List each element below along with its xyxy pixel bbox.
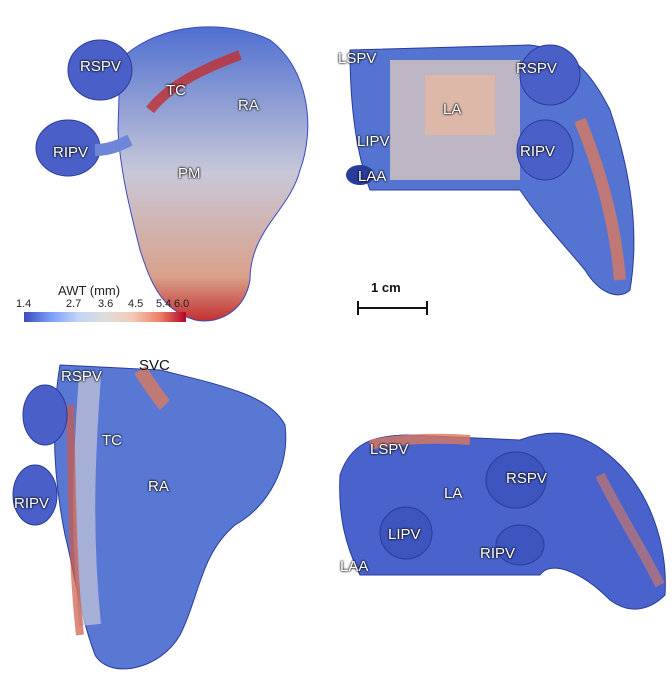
label-lipv: LIPV <box>388 526 421 543</box>
right-atrium-render-2 <box>12 364 287 670</box>
label-ripv: RIPV <box>520 143 556 160</box>
scale-bar-label: 1 cm <box>371 280 401 295</box>
label-pm: PM <box>178 165 201 182</box>
panel-bottom-left: RSPV SVC TC RA RIPV <box>0 345 320 681</box>
left-atrium-render-2 <box>339 432 666 610</box>
colorbar-tick: 4.5 <box>128 298 144 310</box>
scale-bar <box>357 301 428 315</box>
label-lspv: LSPV <box>338 50 377 67</box>
colorbar-title: AWT (mm) <box>58 283 121 298</box>
label-tc: TC <box>166 82 186 99</box>
label-laa: LAA <box>340 558 369 575</box>
label-ripv: RIPV <box>480 545 516 562</box>
label-ra: RA <box>148 478 169 495</box>
label-ripv: RIPV <box>14 495 50 512</box>
colorbar-tick: 5.4 <box>156 298 172 310</box>
right-atrium-render-1 <box>35 26 309 322</box>
label-rspv: RSPV <box>80 58 121 75</box>
panel-bottom-right: LSPV RSPV LA LIPV RIPV LAA <box>330 345 672 681</box>
label-laa: LAA <box>358 168 387 185</box>
label-lspv: LSPV <box>370 441 409 458</box>
label-la: LA <box>444 485 463 502</box>
colorbar <box>24 312 186 322</box>
label-ra: RA <box>238 97 259 114</box>
label-lipv: LIPV <box>357 133 390 150</box>
colorbar-tick: 2.7 <box>66 298 82 310</box>
label-ripv: RIPV <box>53 144 89 161</box>
label-rspv: RSPV <box>506 470 547 487</box>
colorbar-tick: 6.0 <box>174 298 190 310</box>
colorbar-tick: 3.6 <box>98 298 114 310</box>
label-rspv: RSPV <box>61 368 102 385</box>
label-la: LA <box>443 101 462 118</box>
left-atrium-render-1 <box>346 44 635 296</box>
label-rspv: RSPV <box>516 60 557 77</box>
panel-top-left: RSPV TC RA RIPV PM <box>0 0 320 340</box>
label-tc: TC <box>102 432 122 449</box>
colorbar-tick: 1.4 <box>16 298 32 310</box>
label-svc: SVC <box>139 357 170 374</box>
panel-top-right: LSPV RSPV LA LIPV RIPV LAA <box>330 0 672 340</box>
